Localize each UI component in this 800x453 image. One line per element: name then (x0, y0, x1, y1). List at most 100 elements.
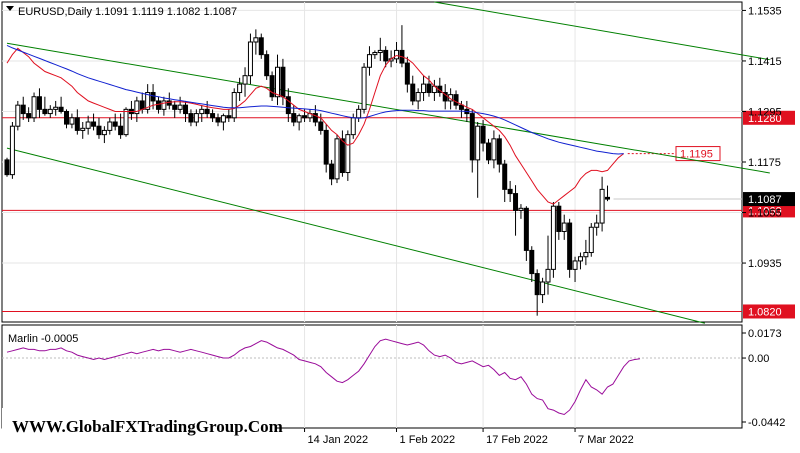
candle-body (540, 281, 546, 296)
candle-body (296, 115, 302, 123)
candle-body (302, 115, 308, 119)
candle-body (329, 163, 335, 180)
channel-line (434, 1, 770, 61)
candle-body (36, 96, 42, 110)
candle-body (161, 100, 167, 110)
symbol-header: EURUSD,Daily 1.1091 1.1119 1.1082 1.1087 (18, 6, 237, 18)
candle-body (20, 104, 26, 115)
candle-body (139, 100, 145, 110)
candle-body (496, 138, 502, 165)
oscillator (2, 338, 742, 416)
candle-body (155, 100, 161, 110)
candle-body (523, 207, 529, 251)
candle-body (123, 108, 129, 136)
price-tick-label: 1.1535 (748, 5, 782, 17)
candle-body (334, 138, 340, 180)
candle-body (410, 83, 416, 102)
candle-body (350, 117, 356, 136)
level-label-box (743, 304, 795, 319)
candle-body (237, 83, 243, 94)
candle-body (258, 37, 264, 56)
candle-body (42, 108, 48, 115)
candle-body (513, 193, 519, 211)
price-tick-label: 1.1295 (748, 106, 782, 118)
level-label: 1.1280 (748, 113, 782, 125)
candle-body (529, 249, 535, 275)
candle-body (183, 104, 189, 115)
candle-body (318, 121, 324, 131)
candle-body (383, 49, 389, 62)
moving-average-red (6, 47, 625, 205)
moving-averages (6, 44, 625, 205)
level-label: 1.0820 (748, 306, 782, 318)
osc-tick-label: 0.00 (748, 353, 769, 365)
oscillator-line (6, 338, 641, 416)
osc-tick-label: -0.0442 (748, 417, 785, 429)
time-axis: 14 Jan 2022 1 Feb 2022 17 Feb 2022 7 Mar 20… (304, 428, 634, 446)
candle-body (150, 92, 156, 102)
level-label: 1.1060 (748, 205, 782, 217)
candle-body (426, 83, 432, 94)
candle-body (166, 100, 172, 106)
candle-body (91, 121, 97, 127)
candle-body (458, 104, 464, 110)
candle-body (107, 121, 113, 131)
candle-body (112, 121, 118, 127)
candle-body (215, 117, 221, 123)
candle-body (285, 96, 291, 115)
candle-body (345, 134, 351, 174)
candle-body (480, 125, 486, 144)
candle-body (415, 92, 421, 102)
candle-body (561, 222, 567, 232)
candle-body (339, 138, 345, 174)
candle-body (177, 104, 183, 110)
time-tick-label: 1 Feb 2022 (400, 434, 456, 446)
candle-body (226, 115, 232, 119)
candle-body (605, 196, 611, 200)
candle-body (361, 66, 367, 110)
candle-body (377, 49, 383, 54)
collapse-arrow-icon[interactable] (6, 6, 14, 11)
candle-body (475, 125, 481, 161)
candle-body (485, 142, 491, 161)
candle-body (69, 117, 75, 125)
price-tick-label: 1.1175 (748, 157, 781, 169)
candle-body (599, 188, 605, 224)
candle-body (199, 108, 205, 115)
candle-body (118, 125, 124, 136)
candle-body (31, 96, 37, 119)
candle-body (74, 117, 80, 131)
moving-average-blue (6, 44, 624, 155)
candle-body (394, 49, 400, 60)
candle-body (421, 83, 427, 94)
candle-body (247, 41, 253, 77)
candle-body (550, 205, 556, 270)
watermark-background (2, 408, 276, 444)
channel-line (6, 42, 770, 174)
candle-body (366, 54, 372, 68)
candle-body (64, 110, 70, 125)
time-tick-label: 7 Mar 2022 (578, 434, 634, 446)
candle-body (101, 129, 107, 136)
candle-body (556, 205, 562, 232)
candle-body (291, 113, 297, 123)
candle-body (9, 125, 15, 176)
channel-lines (6, 1, 770, 324)
candle-body (577, 256, 583, 262)
candle-body (534, 273, 540, 296)
candle-body (253, 37, 259, 43)
candle-body (80, 127, 86, 131)
candle-body (545, 268, 551, 283)
watermark: WWW.GlobalFXTradingGroup.Com (12, 417, 283, 436)
candle-body (85, 121, 91, 129)
channel-line (6, 147, 706, 324)
candle-body (134, 100, 140, 115)
candle-body (58, 106, 64, 112)
candle-body (502, 163, 508, 190)
annotation-label: 1.1195 (680, 149, 713, 161)
price-tick-label: 1.1415 (748, 56, 782, 68)
candle-body (188, 113, 194, 123)
candles (4, 25, 611, 316)
candle-body (220, 115, 226, 123)
